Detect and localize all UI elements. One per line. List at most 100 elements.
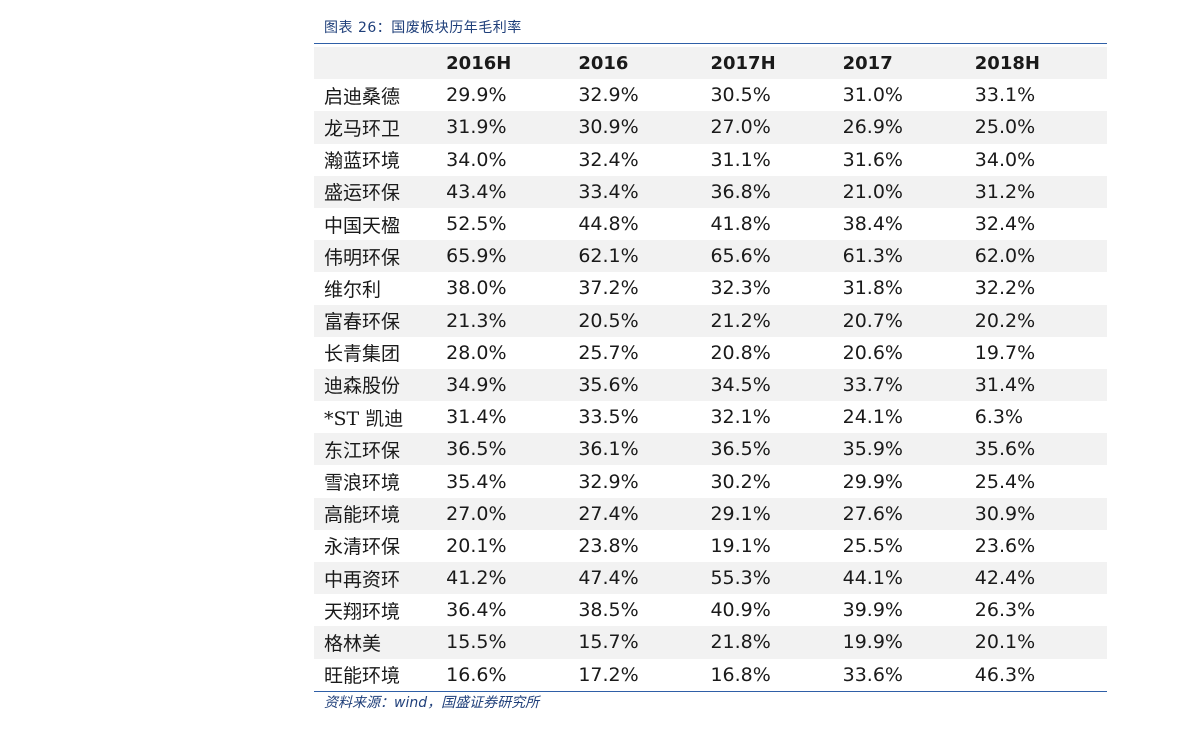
margin-value-cell: 65.6% xyxy=(710,240,843,273)
margin-value-cell: 15.7% xyxy=(578,626,711,659)
margin-value-cell: 21.8% xyxy=(710,626,843,659)
margin-value-cell: 35.4% xyxy=(446,470,507,493)
table-row: 龙马环卫 31.9% 30.9% 27.0% 26.9% 25.0% xyxy=(314,111,1107,144)
table-bottom-rule xyxy=(314,690,1107,692)
margin-value-cell: 27.0% xyxy=(446,497,579,530)
margin-value-cell: 25.4% xyxy=(974,470,1036,493)
margin-value-cell: 6.3% xyxy=(974,406,1024,429)
margin-value-cell: 19.7% xyxy=(974,341,1036,364)
company-name-cell: 盛运环保 xyxy=(314,175,447,208)
margin-value-cell: 15.5% xyxy=(446,626,579,659)
margin-value-cell: 31.6% xyxy=(842,148,903,171)
margin-value-cell: 35.9% xyxy=(842,433,975,466)
margin-value-cell: 31.1% xyxy=(710,148,771,171)
figure-caption: 图表 26：国废板块历年毛利率 xyxy=(314,14,1107,44)
margin-value-cell: 20.8% xyxy=(710,341,771,364)
table-row: 东江环保 36.5% 36.1% 36.5% 35.9% 35.6% xyxy=(314,433,1107,466)
margin-value-cell: 38.5% xyxy=(578,599,639,622)
company-name-cell: 富春环保 xyxy=(314,304,447,337)
header-cell: 2017 xyxy=(842,47,975,80)
table-body: 启迪桑德 29.9% 32.9% 30.5% 31.0% 33.1% 龙马环卫 31.9% 30… xyxy=(314,79,1107,691)
margin-value-cell: 62.1% xyxy=(578,240,711,273)
margin-value-cell: 19.1% xyxy=(710,534,771,557)
margin-value-cell: 34.0% xyxy=(974,148,1036,171)
table-row: 维尔利 38.0% 37.2% 32.3% 31.8% 32.2% xyxy=(314,272,1107,304)
table-row: 旺能环境 16.6% 17.2% 16.8% 33.6% 46.3% xyxy=(314,659,1107,691)
margin-value-cell: 32.1% xyxy=(710,406,771,429)
company-name-cell: 迪森股份 xyxy=(314,368,447,402)
company-name-cell: 天翔环境 xyxy=(324,600,401,623)
table-row: 启迪桑德 29.9% 32.9% 30.5% 31.0% 33.1% xyxy=(314,79,1107,111)
header-cell: 2018H xyxy=(974,47,1107,80)
margin-value-cell: 20.1% xyxy=(974,626,1107,659)
margin-value-cell: 47.4% xyxy=(578,562,711,595)
table-row: 盛运环保 43.4% 33.4% 36.8% 21.0% 31.2% xyxy=(314,175,1107,208)
margin-value-cell: 19.9% xyxy=(842,626,975,659)
company-name-cell: 伟明环保 xyxy=(314,240,447,273)
table-row: 富春环保 21.3% 20.5% 21.2% 20.7% 20.2% xyxy=(314,304,1107,337)
margin-value-cell: 16.8% xyxy=(710,663,771,686)
margin-value-cell: 21.0% xyxy=(842,175,975,208)
margin-value-cell: 42.4% xyxy=(974,562,1107,595)
figure: 图表 26：国废板块历年毛利率 2016H 2016 2017H 2017 20… xyxy=(314,14,1107,714)
table-header-row: 2016H 2016 2017H 2017 2018H xyxy=(314,47,1107,80)
margin-value-cell: 29.9% xyxy=(446,84,507,107)
table-row: 长青集团 28.0% 25.7% 20.8% 20.6% 19.7% xyxy=(314,337,1107,369)
margin-value-cell: 32.4% xyxy=(578,148,639,171)
margin-value-cell: 37.2% xyxy=(578,277,639,300)
margin-value-cell: 27.4% xyxy=(578,497,711,530)
margin-value-cell: 20.6% xyxy=(842,341,903,364)
company-name-cell: 旺能环境 xyxy=(324,665,401,688)
margin-value-cell: 29.1% xyxy=(710,497,843,530)
table-row: 永清环保 20.1% 23.8% 19.1% 25.5% 23.6% xyxy=(314,530,1107,562)
margin-value-cell: 20.7% xyxy=(842,304,975,337)
margin-value-cell: 31.9% xyxy=(446,111,579,144)
header-cell: 2016H xyxy=(446,47,579,80)
header-cell xyxy=(314,47,447,80)
margin-value-cell: 44.8% xyxy=(578,213,639,236)
margin-value-cell: 31.2% xyxy=(974,175,1107,208)
margin-value-cell: 33.5% xyxy=(578,406,639,429)
margin-value-cell: 33.1% xyxy=(974,84,1036,107)
margin-value-cell: 46.3% xyxy=(974,663,1036,686)
table-row: 格林美 15.5% 15.7% 21.8% 19.9% 20.1% xyxy=(314,626,1107,659)
company-name-cell: 高能环境 xyxy=(314,497,447,530)
margin-value-cell: 24.1% xyxy=(842,406,903,429)
company-name-cell: 永清环保 xyxy=(324,536,401,559)
gross-margin-table: 2016H 2016 2017H 2017 2018H 启迪桑德 29.9% 32.… xyxy=(314,47,1107,691)
table-row: 天翔环境 36.4% 38.5% 40.9% 39.9% 26.3% xyxy=(314,594,1107,626)
margin-value-cell: 30.5% xyxy=(710,84,771,107)
table-row: 瀚蓝环境 34.0% 32.4% 31.1% 31.6% 34.0% xyxy=(314,144,1107,176)
margin-value-cell: 34.5% xyxy=(710,368,843,402)
margin-value-cell: 32.9% xyxy=(578,84,639,107)
margin-value-cell: 17.2% xyxy=(578,663,639,686)
company-name-cell: 龙马环卫 xyxy=(314,111,447,144)
margin-value-cell: 20.1% xyxy=(446,534,507,557)
margin-value-cell: 16.6% xyxy=(446,663,507,686)
company-name-cell: 中再资环 xyxy=(314,562,447,595)
company-name-cell: *ST 凯迪 xyxy=(324,407,404,430)
margin-value-cell: 31.4% xyxy=(446,406,507,429)
margin-value-cell: 21.2% xyxy=(710,304,843,337)
margin-value-cell: 31.4% xyxy=(974,368,1107,402)
company-name-cell: 瀚蓝环境 xyxy=(324,150,401,173)
margin-value-cell: 36.1% xyxy=(578,433,711,466)
company-name-cell: 中国天楹 xyxy=(324,214,401,237)
margin-value-cell: 36.5% xyxy=(710,433,843,466)
table-row: 雪浪环境 35.4% 32.9% 30.2% 29.9% 25.4% xyxy=(314,465,1107,497)
margin-value-cell: 31.0% xyxy=(842,84,903,107)
table-row: 中再资环 41.2% 47.4% 55.3% 44.1% 42.4% xyxy=(314,562,1107,595)
margin-value-cell: 36.5% xyxy=(446,433,579,466)
margin-value-cell: 23.8% xyxy=(578,534,639,557)
margin-value-cell: 35.6% xyxy=(974,433,1107,466)
margin-value-cell: 31.8% xyxy=(842,277,903,300)
company-name-cell: 启迪桑德 xyxy=(324,85,401,108)
margin-value-cell: 20.5% xyxy=(578,304,711,337)
table-row: 中国天楹 52.5% 44.8% 41.8% 38.4% 32.4% xyxy=(314,208,1107,240)
margin-value-cell: 43.4% xyxy=(446,175,579,208)
margin-value-cell: 27.0% xyxy=(710,111,843,144)
margin-value-cell: 55.3% xyxy=(710,562,843,595)
company-name-cell: 长青集团 xyxy=(324,343,401,366)
margin-value-cell: 26.3% xyxy=(974,599,1036,622)
company-name-cell: 雪浪环境 xyxy=(324,472,401,495)
